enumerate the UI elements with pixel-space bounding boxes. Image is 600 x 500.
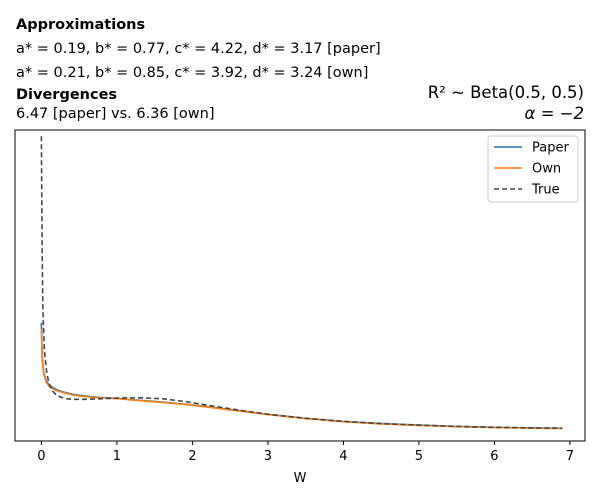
legend: Paper Own True [487,135,579,203]
prior-label: R² ~ Beta(0.5, 0.5) [427,83,584,102]
x-tick-label: 6 [490,449,498,464]
divergences-values: 6.47 [paper] vs. 6.36 [own] [16,106,215,122]
own-params-line: a* = 0.21, b* = 0.85, c* = 3.92, d* = 3.… [16,65,369,81]
plot-frame [14,129,586,442]
x-tick-label: 1 [113,449,121,464]
legend-label-paper: Paper [532,141,569,156]
legend-box [487,135,579,203]
x-axis-label: W [294,471,307,486]
divergences-title: Divergences [16,87,118,103]
series-line-paper [40,322,563,429]
legend-label-own: Own [532,162,561,177]
x-tick-label: 7 [566,449,574,464]
paper-params-line: a* = 0.19, b* = 0.77, c* = 4.22, d* = 3.… [16,41,381,57]
approximations-title: Approximations [16,17,146,33]
x-tick-label: 0 [37,449,45,464]
series-line-own [40,328,563,430]
legend-label-true: True [531,183,560,198]
series-line-true [40,136,563,429]
alpha-label: α = −2 [524,104,584,123]
x-tick-label: 4 [339,449,347,464]
x-tick-label: 5 [415,449,423,464]
x-tick-label: 3 [264,449,272,464]
x-tick-label: 2 [188,449,196,464]
